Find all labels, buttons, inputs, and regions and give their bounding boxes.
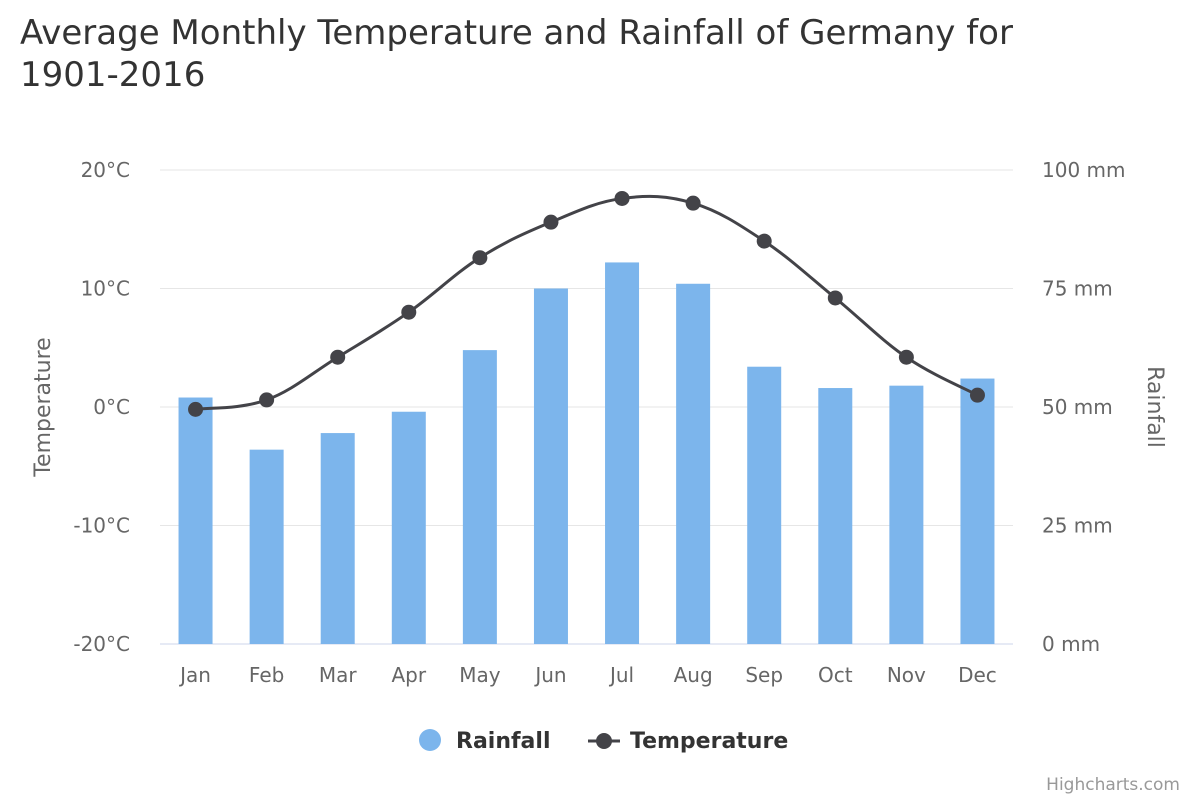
rainfall-bar[interactable]: [533, 288, 568, 645]
y-left-tick-label: 20°C: [81, 158, 130, 182]
x-tick-label: May: [459, 663, 501, 687]
temperature-point[interactable]: [898, 349, 914, 365]
rainfall-bar[interactable]: [605, 262, 640, 644]
x-tick-label: Aug: [674, 663, 713, 687]
y-left-tick-label: -10°C: [73, 514, 130, 538]
legend-rainfall-marker: [419, 729, 441, 751]
y-right-tick-label: 50 mm: [1042, 395, 1113, 419]
y-right-axis-title: Rainfall: [1142, 366, 1167, 448]
rainfall-bar[interactable]: [960, 378, 995, 644]
rainfall-bar[interactable]: [320, 433, 355, 644]
temperature-point[interactable]: [827, 290, 843, 306]
y-right-axis-ticks: 100 mm 75 mm 50 mm 25 mm 0 mm: [1042, 158, 1126, 656]
x-tick-label: Nov: [887, 663, 926, 687]
rainfall-bars: [178, 262, 995, 645]
x-tick-label: Dec: [958, 663, 997, 687]
legend-rainfall-label: Rainfall: [456, 729, 551, 754]
legend-item-temperature[interactable]: Temperature: [588, 729, 788, 754]
chart-title: Average Monthly Temperature and Rainfall…: [20, 13, 1013, 95]
legend-item-rainfall[interactable]: Rainfall: [419, 729, 551, 754]
x-tick-label: Sep: [745, 663, 783, 687]
rainfall-bar[interactable]: [249, 449, 284, 644]
temperature-point[interactable]: [543, 214, 559, 230]
rainfall-bar[interactable]: [391, 411, 426, 644]
y-left-axis-ticks: 20°C 10°C 0°C -10°C -20°C: [73, 158, 130, 656]
y-right-tick-label: 25 mm: [1042, 514, 1113, 538]
x-axis-ticks: Jan Feb Mar Apr May Jun Jul Aug Sep Oct Nov Dec: [178, 663, 997, 687]
rainfall-bar[interactable]: [462, 350, 497, 644]
x-tick-label: Jun: [533, 663, 566, 687]
rainfall-bar[interactable]: [889, 385, 924, 644]
temperature-point[interactable]: [969, 387, 985, 403]
y-right-tick-label: 75 mm: [1042, 277, 1113, 301]
rainfall-bar[interactable]: [676, 283, 711, 644]
temperature-point[interactable]: [401, 304, 417, 320]
temperature-point[interactable]: [188, 401, 204, 417]
y-left-tick-label: 0°C: [93, 395, 130, 419]
rainfall-bar[interactable]: [747, 366, 782, 644]
y-right-tick-label: 100 mm: [1042, 158, 1126, 182]
legend-temperature-label: Temperature: [630, 729, 788, 754]
x-tick-label: Feb: [249, 663, 284, 687]
y-left-axis-title: Temperature: [31, 337, 56, 477]
temperature-point[interactable]: [756, 233, 772, 249]
legend: Rainfall Temperature: [419, 729, 788, 754]
x-tick-label: Apr: [391, 663, 426, 687]
legend-temperature-marker: [596, 733, 612, 749]
x-tick-label: Jan: [178, 663, 211, 687]
temperature-line: [188, 190, 985, 417]
rainfall-bar[interactable]: [818, 388, 853, 644]
temperature-point[interactable]: [259, 392, 275, 408]
temperature-curve: [195, 194, 979, 411]
x-tick-label: Oct: [818, 663, 853, 687]
credits[interactable]: Highcharts.com: [1046, 775, 1180, 795]
temperature-point[interactable]: [685, 195, 701, 211]
y-left-tick-label: 10°C: [81, 277, 130, 301]
temperature-point[interactable]: [472, 250, 488, 266]
grid-lines: [160, 169, 1013, 645]
x-tick-label: Mar: [319, 663, 358, 687]
temperature-point[interactable]: [614, 190, 630, 206]
temperature-point[interactable]: [330, 349, 346, 365]
rainfall-bar[interactable]: [178, 397, 213, 644]
y-right-tick-label: 0 mm: [1042, 632, 1100, 656]
x-tick-label: Jul: [608, 663, 634, 687]
y-left-tick-label: -20°C: [73, 632, 130, 656]
